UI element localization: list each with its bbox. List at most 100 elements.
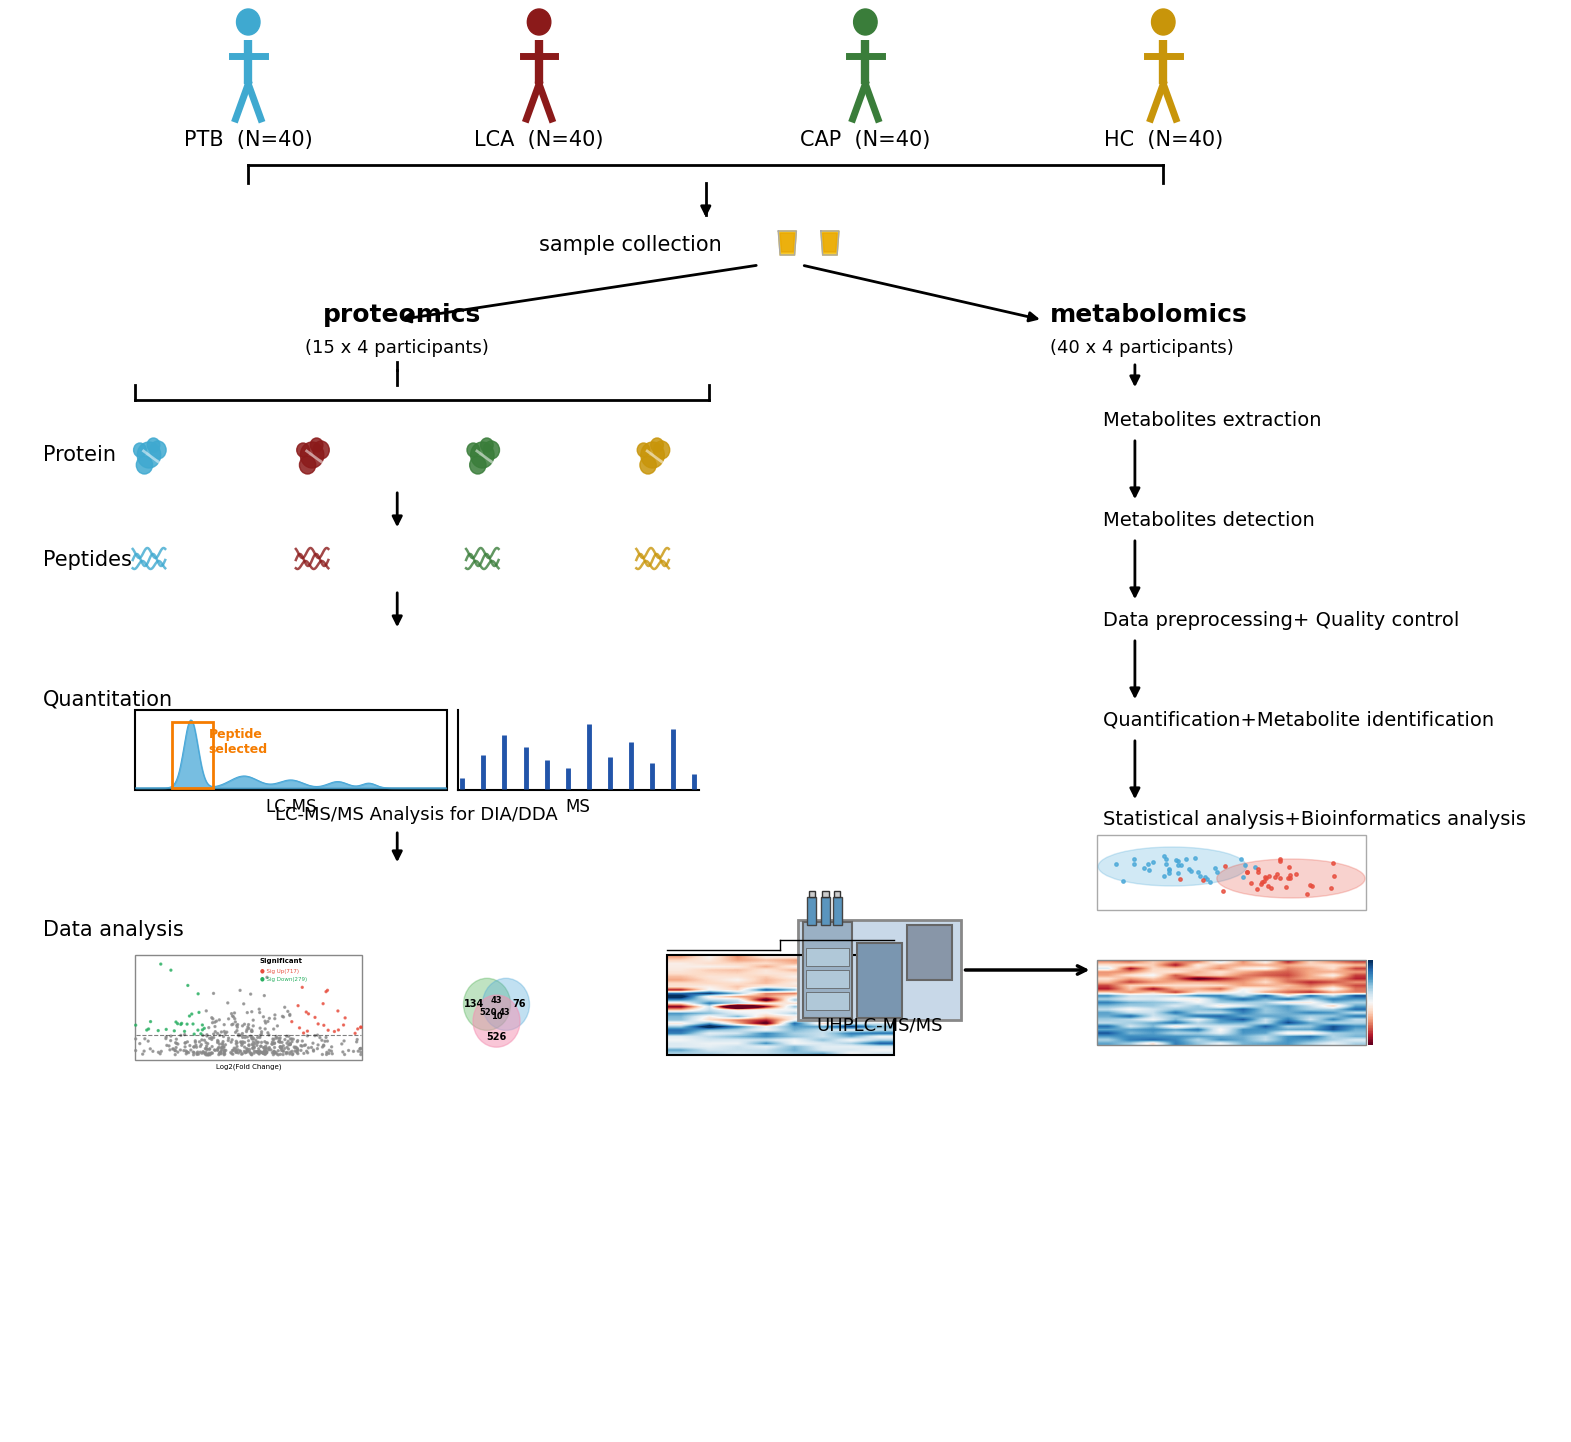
Point (247, 1043, 272, 1066)
Point (1192, 865, 1218, 888)
Point (302, 1024, 327, 1047)
Point (1249, 872, 1274, 895)
Circle shape (463, 978, 511, 1031)
Point (198, 1043, 223, 1066)
Point (313, 1030, 338, 1053)
Point (1205, 861, 1230, 884)
Point (228, 1040, 253, 1063)
Point (300, 1031, 325, 1054)
Circle shape (137, 443, 160, 469)
Point (228, 979, 253, 1002)
Point (123, 1040, 148, 1063)
Point (1277, 867, 1302, 890)
Point (193, 1043, 218, 1066)
Point (146, 1041, 171, 1064)
Point (201, 1027, 226, 1050)
Point (185, 1018, 211, 1041)
Point (247, 1040, 272, 1063)
Point (1268, 849, 1293, 872)
Point (173, 1040, 198, 1063)
Point (220, 1028, 245, 1051)
Point (190, 1018, 215, 1041)
Point (270, 1005, 295, 1028)
Point (325, 999, 350, 1022)
Point (211, 1032, 236, 1056)
Point (1177, 858, 1202, 881)
Circle shape (300, 443, 324, 469)
Point (302, 1040, 327, 1063)
Point (261, 1028, 286, 1051)
Point (259, 1031, 284, 1054)
Point (1249, 871, 1274, 894)
Point (184, 1041, 209, 1064)
Bar (833, 897, 842, 924)
Point (162, 1040, 187, 1063)
Point (196, 1038, 222, 1061)
Point (248, 1017, 273, 1040)
Point (280, 1040, 305, 1063)
Point (265, 1030, 291, 1053)
Point (276, 1034, 302, 1057)
Point (309, 1035, 335, 1058)
Point (245, 1040, 270, 1063)
Bar (135, 955, 361, 1060)
Point (347, 1037, 372, 1060)
Point (305, 1037, 330, 1060)
Point (159, 1025, 184, 1048)
Point (247, 1001, 272, 1024)
Circle shape (467, 443, 479, 457)
Point (286, 1043, 311, 1066)
Point (319, 1040, 344, 1063)
Point (181, 1041, 206, 1064)
Circle shape (134, 443, 146, 457)
Point (173, 1035, 198, 1058)
Point (291, 1021, 316, 1044)
Point (206, 1043, 231, 1066)
Point (204, 1009, 229, 1032)
Point (1166, 862, 1191, 885)
Point (295, 1024, 320, 1047)
Point (1152, 845, 1177, 868)
Point (346, 1018, 371, 1041)
Point (275, 1031, 300, 1054)
Point (132, 1040, 157, 1063)
Point (1156, 859, 1181, 883)
Point (192, 1017, 217, 1040)
Point (211, 1025, 236, 1048)
Point (190, 1014, 215, 1037)
Point (284, 1041, 309, 1064)
Point (193, 1037, 218, 1060)
Text: Data analysis: Data analysis (42, 920, 184, 940)
Circle shape (641, 443, 665, 469)
Point (265, 1027, 291, 1050)
Point (203, 1019, 228, 1043)
Point (264, 1027, 289, 1050)
Point (284, 1040, 309, 1063)
Point (193, 1041, 218, 1064)
Bar (822, 891, 828, 897)
Point (278, 1032, 303, 1056)
Point (253, 1034, 278, 1057)
Point (223, 1030, 248, 1053)
Point (127, 1032, 152, 1056)
Text: 76: 76 (512, 999, 526, 1009)
Point (275, 999, 300, 1022)
Point (137, 1018, 162, 1041)
Point (1155, 848, 1180, 871)
Point (211, 1041, 236, 1064)
Point (276, 1043, 302, 1066)
Point (228, 1031, 253, 1054)
Point (1178, 859, 1203, 883)
Point (220, 1005, 245, 1028)
Point (231, 992, 256, 1015)
Point (239, 1019, 264, 1043)
Point (1321, 865, 1346, 888)
Point (228, 1024, 253, 1047)
Point (1169, 854, 1194, 877)
Point (193, 1037, 218, 1060)
Point (233, 1031, 258, 1054)
Point (165, 1041, 190, 1064)
Circle shape (237, 9, 259, 35)
Point (280, 1043, 305, 1066)
Point (331, 1030, 357, 1053)
